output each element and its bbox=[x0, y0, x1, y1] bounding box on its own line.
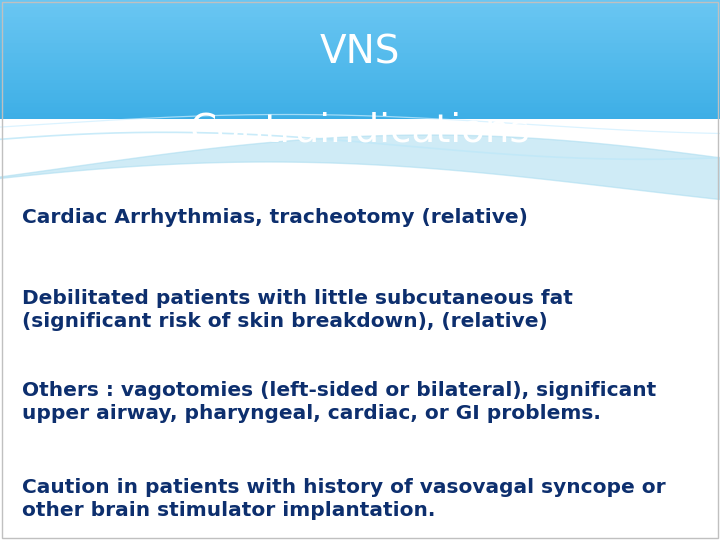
FancyBboxPatch shape bbox=[0, 96, 720, 100]
FancyBboxPatch shape bbox=[0, 0, 720, 3]
Text: VNS: VNS bbox=[320, 33, 400, 71]
FancyBboxPatch shape bbox=[0, 123, 720, 126]
FancyBboxPatch shape bbox=[0, 113, 720, 117]
FancyBboxPatch shape bbox=[0, 26, 720, 30]
FancyBboxPatch shape bbox=[0, 69, 720, 73]
FancyBboxPatch shape bbox=[0, 163, 720, 166]
FancyBboxPatch shape bbox=[0, 179, 720, 183]
FancyBboxPatch shape bbox=[0, 63, 720, 66]
FancyBboxPatch shape bbox=[0, 46, 720, 50]
FancyBboxPatch shape bbox=[0, 23, 720, 26]
FancyBboxPatch shape bbox=[0, 183, 720, 186]
FancyBboxPatch shape bbox=[0, 186, 720, 190]
FancyBboxPatch shape bbox=[0, 3, 720, 6]
FancyBboxPatch shape bbox=[0, 39, 720, 43]
FancyBboxPatch shape bbox=[0, 36, 720, 40]
FancyBboxPatch shape bbox=[0, 103, 720, 106]
FancyBboxPatch shape bbox=[0, 129, 720, 133]
FancyBboxPatch shape bbox=[0, 29, 720, 33]
Text: Caution in patients with history of vasovagal syncope or
other brain stimulator : Caution in patients with history of vaso… bbox=[22, 478, 665, 521]
FancyBboxPatch shape bbox=[0, 109, 720, 113]
FancyBboxPatch shape bbox=[0, 176, 720, 180]
FancyBboxPatch shape bbox=[0, 83, 720, 86]
FancyBboxPatch shape bbox=[0, 106, 720, 110]
FancyBboxPatch shape bbox=[0, 89, 720, 93]
FancyBboxPatch shape bbox=[0, 79, 720, 83]
FancyBboxPatch shape bbox=[0, 139, 720, 143]
FancyBboxPatch shape bbox=[0, 159, 720, 163]
FancyBboxPatch shape bbox=[0, 119, 720, 540]
FancyBboxPatch shape bbox=[0, 170, 720, 173]
Text: Cardiac Arrhythmias, tracheotomy (relative): Cardiac Arrhythmias, tracheotomy (relati… bbox=[22, 208, 528, 227]
FancyBboxPatch shape bbox=[0, 166, 720, 170]
FancyBboxPatch shape bbox=[0, 73, 720, 77]
FancyBboxPatch shape bbox=[0, 133, 720, 137]
FancyBboxPatch shape bbox=[0, 56, 720, 60]
FancyBboxPatch shape bbox=[0, 66, 720, 70]
FancyBboxPatch shape bbox=[0, 86, 720, 90]
FancyBboxPatch shape bbox=[0, 173, 720, 177]
FancyBboxPatch shape bbox=[0, 9, 720, 14]
FancyBboxPatch shape bbox=[0, 93, 720, 97]
FancyBboxPatch shape bbox=[0, 149, 720, 153]
FancyBboxPatch shape bbox=[0, 33, 720, 37]
FancyBboxPatch shape bbox=[0, 16, 720, 20]
FancyBboxPatch shape bbox=[0, 53, 720, 57]
FancyBboxPatch shape bbox=[0, 43, 720, 46]
FancyBboxPatch shape bbox=[0, 76, 720, 80]
FancyBboxPatch shape bbox=[0, 143, 720, 146]
Text: Others : vagotomies (left-sided or bilateral), significant
upper airway, pharyng: Others : vagotomies (left-sided or bilat… bbox=[22, 381, 656, 423]
FancyBboxPatch shape bbox=[0, 50, 720, 53]
FancyBboxPatch shape bbox=[0, 136, 720, 140]
FancyBboxPatch shape bbox=[0, 146, 720, 150]
FancyBboxPatch shape bbox=[0, 119, 720, 123]
Text: Contraindications: Contraindications bbox=[189, 111, 531, 150]
FancyBboxPatch shape bbox=[0, 99, 720, 103]
Text: Debilitated patients with little subcutaneous fat
(significant risk of skin brea: Debilitated patients with little subcuta… bbox=[22, 289, 572, 332]
FancyBboxPatch shape bbox=[0, 126, 720, 130]
FancyBboxPatch shape bbox=[0, 196, 720, 200]
FancyBboxPatch shape bbox=[0, 153, 720, 157]
FancyBboxPatch shape bbox=[0, 116, 720, 120]
FancyBboxPatch shape bbox=[0, 59, 720, 63]
FancyBboxPatch shape bbox=[0, 193, 720, 197]
FancyBboxPatch shape bbox=[0, 156, 720, 160]
FancyBboxPatch shape bbox=[0, 6, 720, 10]
FancyBboxPatch shape bbox=[0, 190, 720, 193]
FancyBboxPatch shape bbox=[0, 13, 720, 17]
FancyBboxPatch shape bbox=[0, 19, 720, 23]
